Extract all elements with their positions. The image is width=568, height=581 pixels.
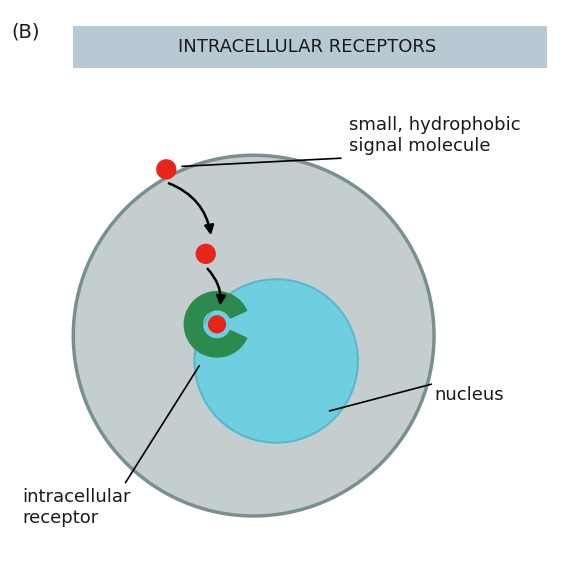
Text: INTRACELLULAR RECEPTORS: INTRACELLULAR RECEPTORS: [178, 38, 436, 56]
Circle shape: [156, 159, 177, 180]
Text: (B): (B): [11, 23, 40, 42]
Circle shape: [194, 279, 358, 443]
Text: intracellular
receptor: intracellular receptor: [23, 488, 131, 527]
Wedge shape: [184, 292, 247, 357]
FancyBboxPatch shape: [73, 26, 547, 68]
Text: small, hydrophobic
signal molecule: small, hydrophobic signal molecule: [349, 116, 521, 155]
Circle shape: [73, 155, 434, 516]
Circle shape: [195, 243, 216, 264]
Circle shape: [208, 315, 226, 333]
Text: nucleus: nucleus: [434, 386, 504, 404]
